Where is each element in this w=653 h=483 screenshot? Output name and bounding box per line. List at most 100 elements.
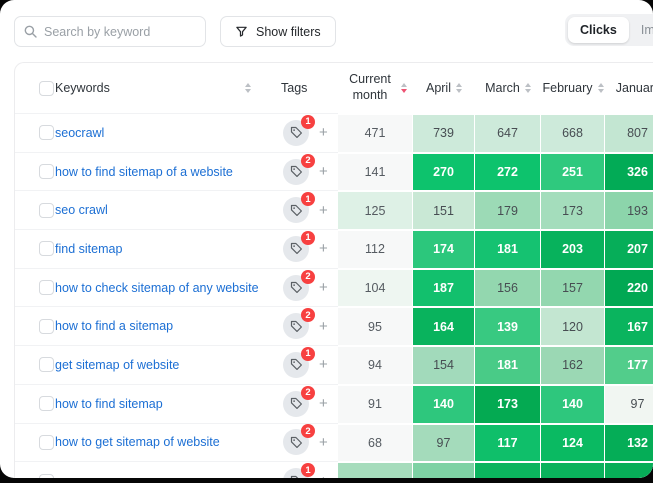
- sort-icon[interactable]: [456, 82, 462, 94]
- current-month-header-label: Current month: [349, 72, 391, 102]
- row-checkbox[interactable]: [39, 434, 54, 450]
- add-tag-button[interactable]: +: [319, 124, 328, 142]
- add-tag-button[interactable]: +: [319, 240, 328, 258]
- row-checkbox[interactable]: [39, 241, 54, 257]
- select-all-cell: [15, 63, 55, 113]
- tag-icon: [283, 429, 309, 456]
- add-tag-button[interactable]: +: [319, 395, 328, 413]
- column-header-march[interactable]: March: [475, 63, 541, 113]
- tag-chip[interactable]: 2: [283, 153, 315, 185]
- month-cell: [605, 461, 653, 478]
- keyword-link[interactable]: how to check sitemap of any website: [55, 280, 259, 295]
- keyword-link[interactable]: seo crawl: [55, 203, 108, 218]
- search-box[interactable]: [14, 16, 206, 47]
- month-cell: 117: [475, 422, 541, 462]
- month-cell: 151: [413, 190, 475, 230]
- table-row: seocrawl 1 + 471 739 647 668 807: [15, 113, 653, 152]
- add-tag-button[interactable]: +: [319, 433, 328, 451]
- tags-cell: 2 +: [261, 383, 338, 423]
- show-filters-button[interactable]: Show filters: [220, 16, 336, 47]
- column-header-current-month[interactable]: Current month: [338, 63, 413, 113]
- tag-chip[interactable]: 1: [283, 346, 315, 378]
- month-cell: 139: [475, 306, 541, 346]
- row-checkbox-cell: [15, 151, 55, 191]
- tag-chip[interactable]: 2: [283, 424, 315, 456]
- sort-icon[interactable]: [245, 82, 251, 94]
- column-header-april[interactable]: April: [413, 63, 475, 113]
- tag-icon: [283, 313, 309, 340]
- tags-cell: 1 +: [261, 345, 338, 384]
- sort-icon[interactable]: [524, 82, 531, 94]
- current-month-cell: 141: [338, 151, 413, 191]
- add-tag-button[interactable]: +: [319, 163, 328, 181]
- row-checkbox[interactable]: [39, 280, 54, 296]
- month-cell: 164: [413, 306, 475, 346]
- row-checkbox[interactable]: [39, 318, 54, 334]
- march-header-label: March: [485, 81, 520, 95]
- tag-chip[interactable]: 1: [283, 114, 315, 146]
- month-cell: 270: [413, 151, 475, 191]
- sort-icon[interactable]: [597, 82, 604, 94]
- keyword-link[interactable]: how to find a sitemap: [55, 319, 174, 334]
- table-row: how to check sitemap of any website 2 + …: [15, 267, 653, 307]
- row-checkbox[interactable]: [39, 357, 54, 373]
- column-header-keywords[interactable]: Keywords: [55, 63, 261, 113]
- row-checkbox[interactable]: [39, 164, 54, 180]
- add-tag-button[interactable]: +: [319, 474, 328, 478]
- add-tag-button[interactable]: +: [319, 317, 328, 335]
- table-row: seo crawl 1 + 125 151 179 173 193: [15, 190, 653, 230]
- current-month-cell: [338, 461, 413, 478]
- month-cell: 140: [541, 383, 605, 423]
- select-all-checkbox[interactable]: [39, 80, 54, 96]
- keyword-link[interactable]: find sitemap: [55, 241, 123, 256]
- add-tag-button[interactable]: +: [319, 279, 328, 297]
- keyword-cell: get sitemap of website: [55, 345, 261, 384]
- table-row: get sitemap of website 1 + 94 154 181 16…: [15, 345, 653, 384]
- tag-chip[interactable]: 1: [283, 192, 315, 224]
- row-checkbox-cell: [15, 383, 55, 423]
- month-cell: 647: [475, 113, 541, 152]
- keyword-link[interactable]: how to get sitemap of website: [55, 435, 220, 450]
- keyword-link[interactable]: get sitemap of website: [55, 357, 180, 372]
- row-checkbox[interactable]: [39, 125, 54, 141]
- search-input[interactable]: [44, 24, 205, 39]
- toggle-option-impressions[interactable]: Impressions: [640, 23, 653, 37]
- keyword-link[interactable]: seocrawl: [55, 125, 105, 140]
- tags-header-label: Tags: [281, 81, 308, 95]
- month-cell: 174: [413, 229, 475, 268]
- month-cell: 179: [475, 190, 541, 230]
- tag-chip[interactable]: 1: [283, 230, 315, 262]
- sort-icon-active-desc[interactable]: [401, 82, 407, 94]
- add-tag-button[interactable]: +: [319, 356, 328, 374]
- tags-cell: 1 +: [261, 190, 338, 229]
- tag-chip[interactable]: 2: [283, 269, 315, 301]
- tag-chip[interactable]: 1: [283, 463, 315, 478]
- column-header-january[interactable]: January: [605, 63, 653, 113]
- tag-icon: [283, 468, 309, 478]
- row-checkbox[interactable]: [39, 202, 54, 218]
- month-cell: 173: [541, 190, 605, 230]
- month-cell: 124: [541, 422, 605, 462]
- january-header-label: January: [615, 81, 653, 95]
- keyword-cell: how to check sitemap of any website: [55, 267, 261, 307]
- table-row: how to find sitemap 2 + 91 140 173 140 9…: [15, 383, 653, 423]
- show-filters-label: Show filters: [256, 24, 321, 39]
- row-checkbox[interactable]: [39, 396, 54, 412]
- tag-chip[interactable]: 2: [283, 385, 315, 417]
- month-cell: 173: [475, 383, 541, 423]
- tag-chip[interactable]: 2: [283, 308, 315, 340]
- keyword-link[interactable]: how to find sitemap: [55, 396, 163, 411]
- tags-cell: 1 +: [261, 113, 338, 152]
- current-month-cell: 91: [338, 383, 413, 423]
- row-checkbox[interactable]: [39, 473, 54, 478]
- keyword-link[interactable]: how to find sitemap of a website: [55, 164, 233, 179]
- keyword-cell: [55, 461, 261, 478]
- tags-cell: 2 +: [261, 267, 338, 307]
- tag-count-badge: 2: [301, 308, 315, 323]
- month-cell: 167: [605, 306, 653, 346]
- column-header-february[interactable]: February: [541, 63, 605, 113]
- toggle-option-clicks[interactable]: Clicks: [568, 17, 629, 43]
- add-tag-button[interactable]: +: [319, 201, 328, 219]
- month-cell: 162: [541, 345, 605, 384]
